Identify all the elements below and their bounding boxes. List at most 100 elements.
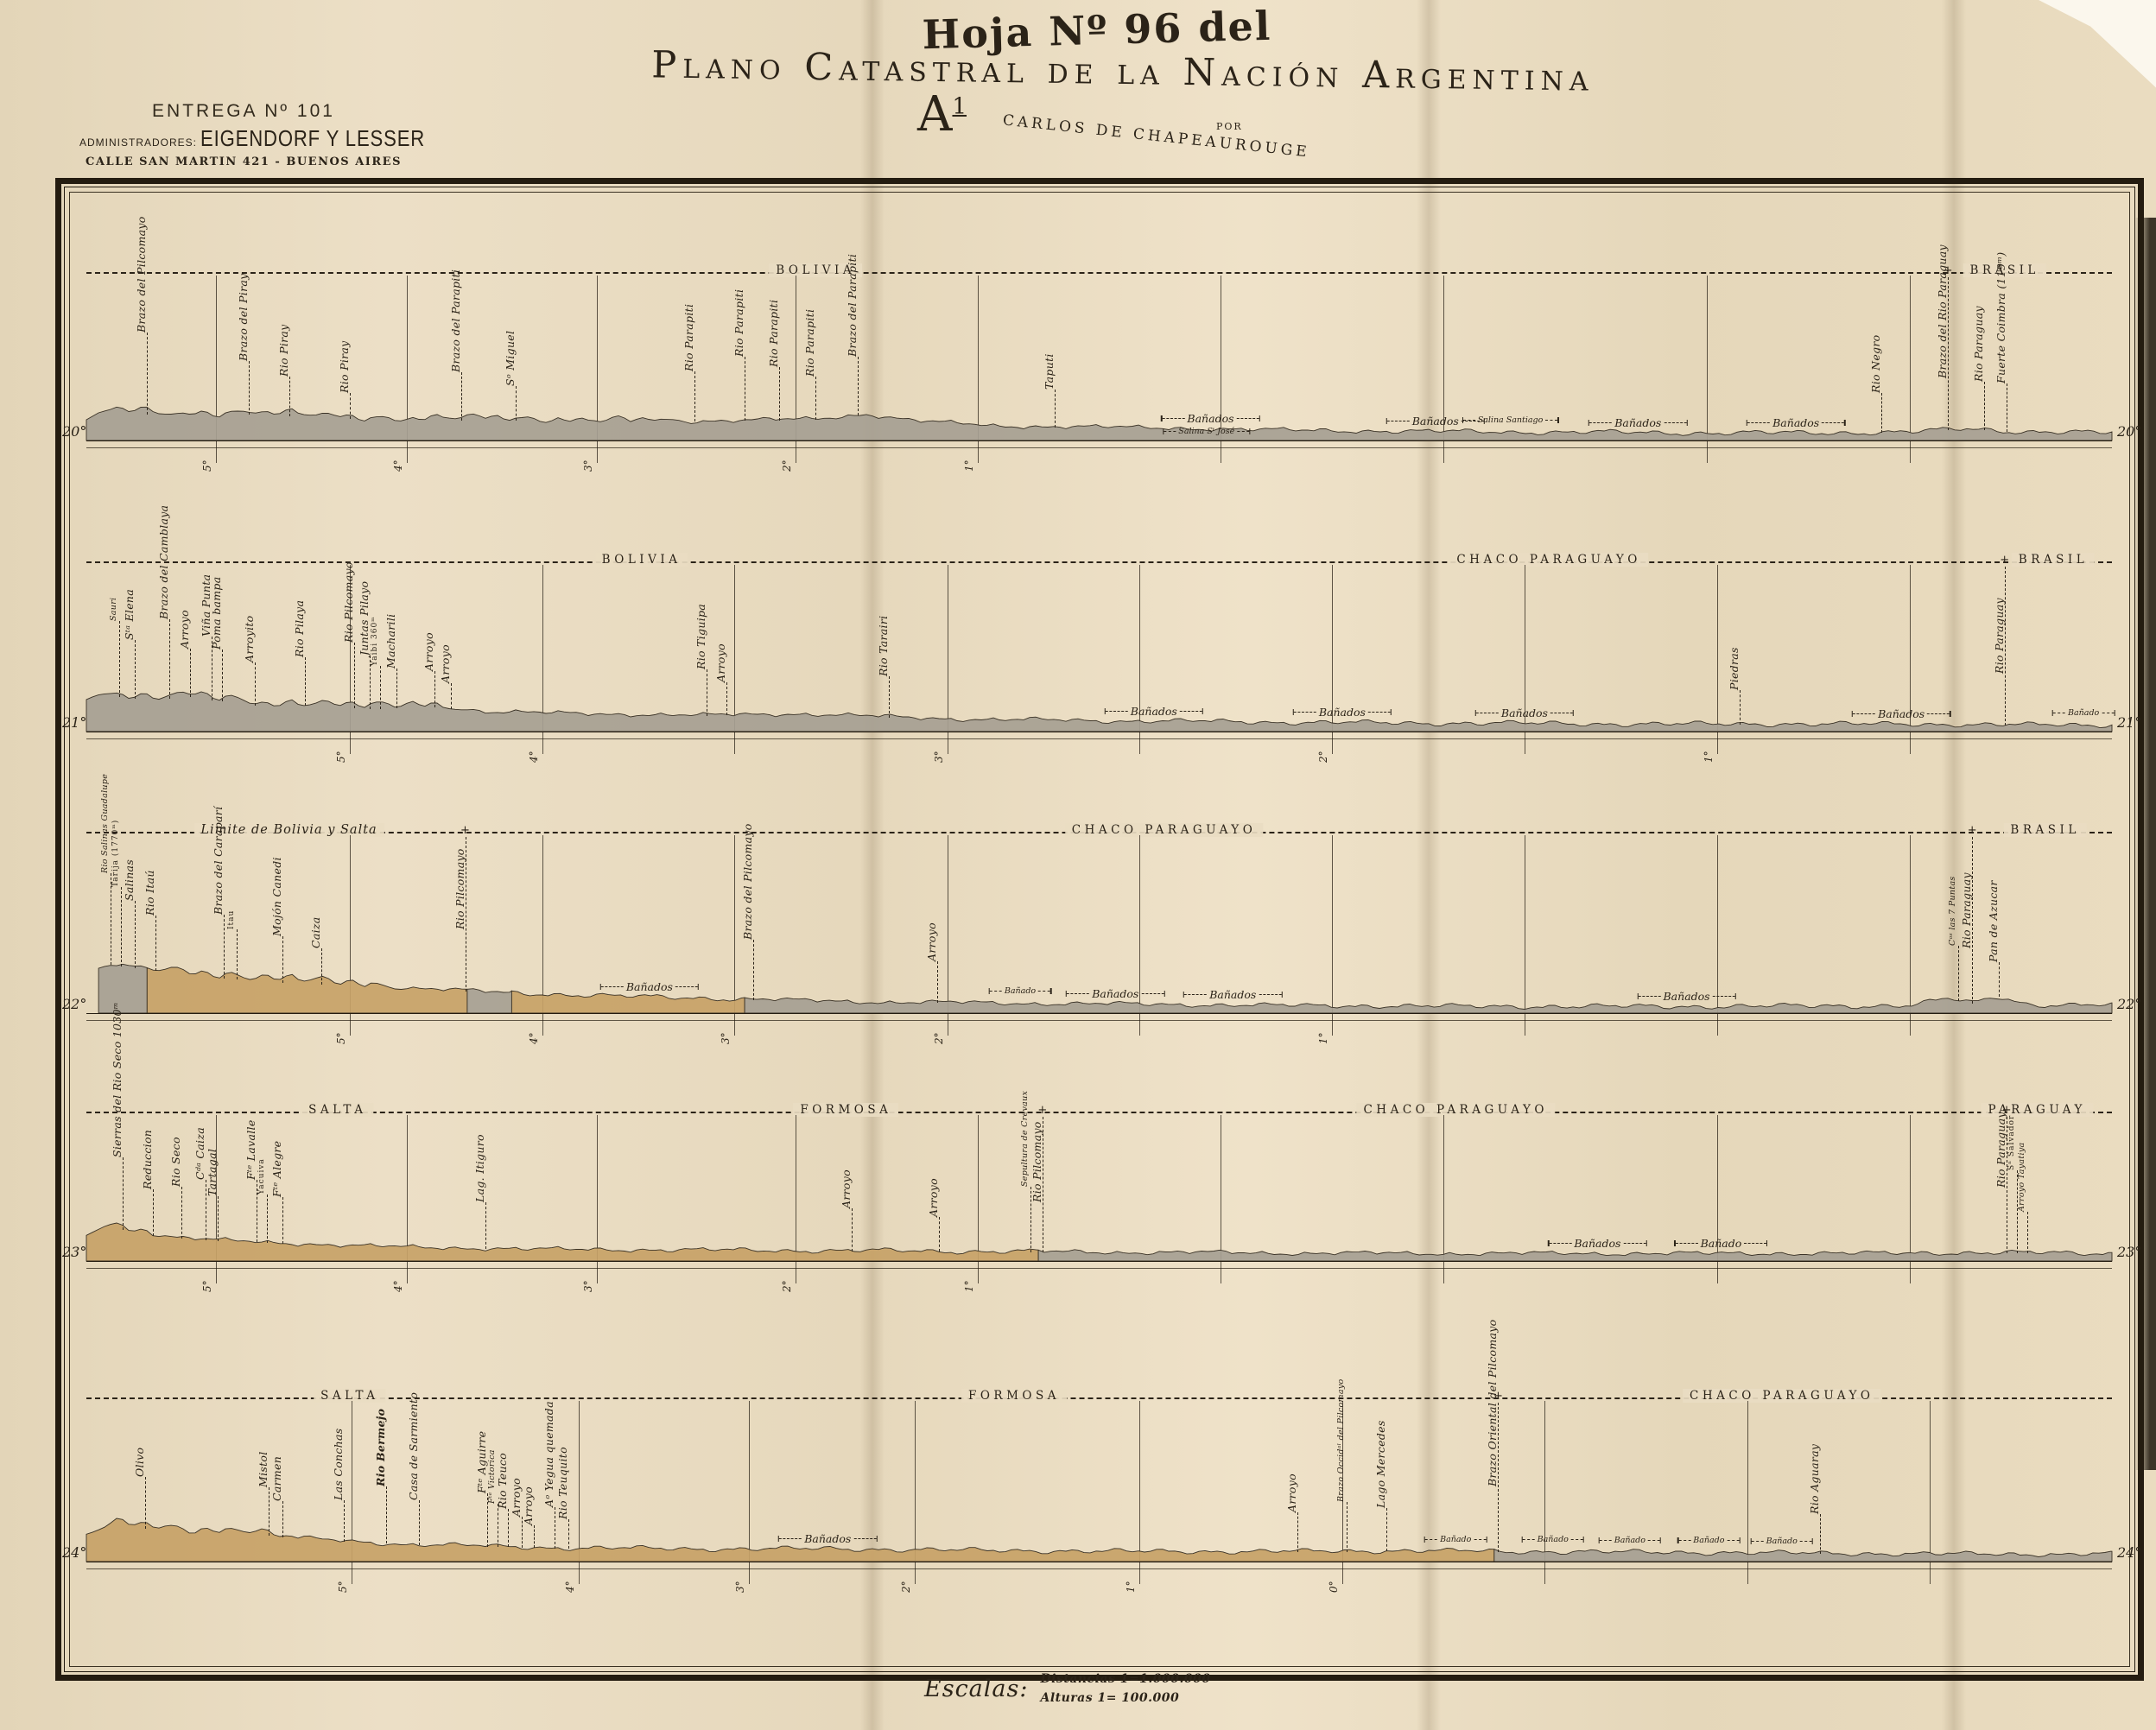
feature-name: Brazo del Camblaya bbox=[157, 504, 171, 619]
boundary-label: BRASIL bbox=[1963, 263, 2046, 277]
publisher-block: ENTREGA Nº 101 ADMINISTRADORES: EIGENDOR… bbox=[79, 100, 425, 169]
leader-line bbox=[752, 939, 754, 1000]
feature-name: Rio Piray bbox=[276, 324, 290, 377]
profile-22: Limite de Bolivia y Salta CHACO PARAGUAYO… bbox=[62, 769, 2141, 1051]
meridian-line bbox=[1341, 1401, 1343, 1584]
degree-label: 3° bbox=[581, 1280, 594, 1292]
latitude-label-left: 22° bbox=[62, 996, 87, 1012]
meridian-line bbox=[734, 835, 736, 1036]
leader-line bbox=[254, 662, 256, 706]
degree-label: 2° bbox=[900, 1581, 913, 1593]
baseline bbox=[86, 1013, 2112, 1014]
por-label: POR bbox=[1216, 121, 1243, 132]
boundary-cross-mark: + bbox=[1943, 264, 1953, 277]
leader-line bbox=[1820, 1514, 1822, 1555]
boundary-line bbox=[86, 1397, 2112, 1399]
feature-name: Mojón Canedi bbox=[270, 856, 284, 936]
profile-24: SALTA FORMOSA CHACO PARAGUAYO 5° 4° 3° 2° 1° 0° O… bbox=[62, 1320, 2141, 1600]
feature-name: Carmen bbox=[270, 1456, 284, 1502]
feature-name: Rio Tarairi bbox=[876, 615, 890, 676]
leader-dash bbox=[1623, 1243, 1646, 1244]
leader-line bbox=[418, 1500, 420, 1546]
meridian-line bbox=[1443, 276, 1445, 463]
degree-label: 4° bbox=[391, 1280, 404, 1292]
feature-name: Pan de Azucar bbox=[1986, 880, 2000, 962]
meridian-line bbox=[1716, 565, 1718, 754]
meridian-line bbox=[1747, 1401, 1748, 1584]
leader-dash bbox=[1183, 992, 1185, 998]
leader-dash bbox=[1104, 707, 1106, 714]
degree-label: 0° bbox=[1327, 1581, 1340, 1593]
leader-dash bbox=[1751, 1540, 1764, 1542]
leader-line bbox=[858, 356, 859, 415]
leader-line bbox=[386, 1486, 388, 1544]
meridian-line bbox=[406, 1115, 408, 1283]
paper-fold-crease bbox=[860, 0, 885, 1730]
leader-dash bbox=[779, 1538, 802, 1539]
leader-dash bbox=[1739, 1537, 1741, 1544]
feature-name: Arroyo bbox=[1285, 1473, 1299, 1512]
leader-line bbox=[123, 1157, 124, 1231]
leader-dash bbox=[1664, 421, 1687, 423]
terrain-segment-gray bbox=[466, 988, 512, 1014]
leader-line bbox=[181, 1187, 183, 1239]
latitude-label-right: 20° bbox=[2117, 423, 2142, 440]
leader-line bbox=[135, 901, 136, 968]
feature-name: Bañados bbox=[1772, 416, 1820, 429]
degree-label: 5° bbox=[201, 459, 214, 472]
feature-name: Caiza bbox=[309, 916, 323, 948]
leader-dash bbox=[1425, 1538, 1438, 1540]
leader-line bbox=[1297, 1512, 1299, 1552]
feature-label-horizontal: Bañados bbox=[1851, 707, 1951, 720]
leader-line bbox=[224, 914, 225, 979]
page-curl bbox=[2039, 0, 2156, 88]
administradores-names: EIGENDORF Y LESSER bbox=[200, 125, 426, 152]
boundary-label: BRASIL bbox=[2011, 553, 2096, 567]
leader-line bbox=[1998, 962, 2000, 997]
boundary-label: PARAGUAY bbox=[1981, 1103, 2093, 1117]
meridian-line bbox=[977, 1115, 979, 1283]
feature-name: Rio Parapiti bbox=[803, 308, 817, 377]
tall-leader-line bbox=[2004, 567, 2006, 726]
degree-label: 3° bbox=[720, 1032, 732, 1044]
latitude-label-right: 21° bbox=[2117, 714, 2142, 731]
meridian-line bbox=[1139, 1401, 1141, 1584]
leader-dash bbox=[1390, 709, 1392, 716]
leader-line bbox=[534, 1525, 536, 1549]
feature-name: Brazo Occidᵃˡ del Pilcomayo bbox=[1335, 1378, 1346, 1502]
leader-line bbox=[147, 332, 149, 415]
leader-dash bbox=[1557, 416, 1559, 423]
leader-dash bbox=[1638, 996, 1661, 997]
feature-name: Sᵒ Miguel bbox=[504, 330, 517, 386]
leader-dash bbox=[1686, 419, 1688, 426]
degree-label: 1° bbox=[1125, 1581, 1138, 1593]
degree-label: 5° bbox=[334, 1032, 347, 1044]
feature-name: Rio Negro bbox=[1868, 334, 1882, 394]
leader-line bbox=[289, 377, 290, 416]
scale-distances: Distancias 1=1.000.000 bbox=[1040, 1672, 1211, 1686]
leader-dash bbox=[1424, 1536, 1426, 1543]
leader-line bbox=[694, 371, 695, 421]
leader-line bbox=[888, 675, 890, 718]
feature-name: Macharili bbox=[384, 613, 397, 669]
meridian-line bbox=[578, 1401, 580, 1584]
leader-line bbox=[568, 1518, 570, 1549]
feature-label-horizontal: Bañados bbox=[1104, 705, 1204, 718]
feature-name: Bañados bbox=[1500, 707, 1548, 720]
meridian-line bbox=[1929, 1401, 1931, 1584]
feature-name: Brazo del Pilcomayo bbox=[740, 823, 754, 940]
meridian-line bbox=[349, 835, 351, 1036]
leader-dash bbox=[1647, 1539, 1660, 1541]
feature-name: Rio Teuquito bbox=[556, 1446, 570, 1519]
leader-dash bbox=[1292, 709, 1294, 716]
latitude-label-right: 24° bbox=[2117, 1544, 2142, 1561]
leader-dash bbox=[1462, 416, 1463, 423]
feature-label-horizontal: Bañados bbox=[1183, 988, 1283, 1001]
leader-dash bbox=[1927, 713, 1950, 714]
profile-23: SALTA FORMOSA CHACO PARAGUAYO PARAGUAY 5° 4° 3… bbox=[62, 1002, 2141, 1299]
leader-dash bbox=[1853, 713, 1876, 714]
leader-line bbox=[282, 1196, 284, 1244]
leader-dash bbox=[1851, 711, 1854, 717]
baseline bbox=[86, 440, 2112, 441]
tall-leader-line bbox=[1972, 837, 1974, 1004]
